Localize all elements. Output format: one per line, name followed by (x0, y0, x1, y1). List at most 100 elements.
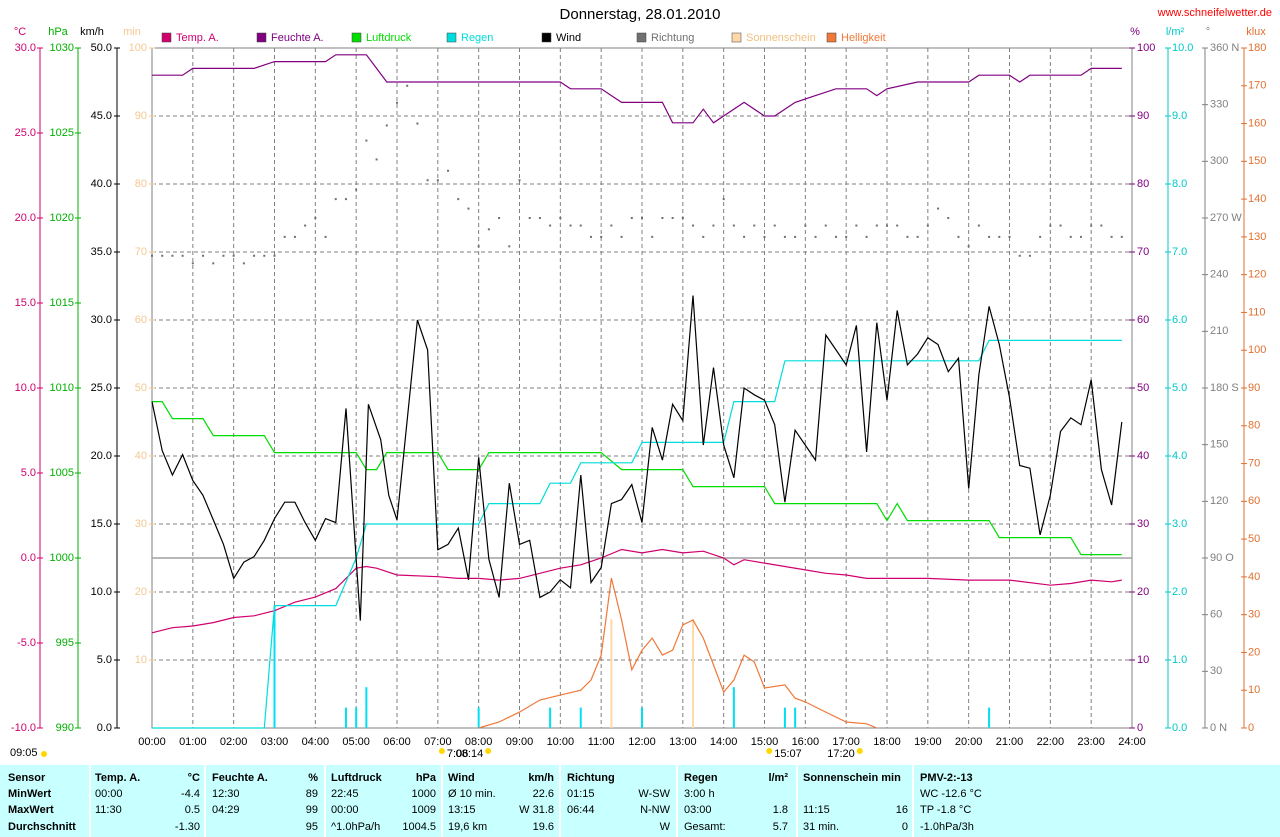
y-tick-label: 90 (1137, 110, 1149, 122)
x-tick-label: 24:00 (1118, 736, 1146, 748)
table-cell: -1.0hPa/3h (920, 821, 974, 833)
y-tick-label: 1010 (50, 382, 74, 394)
y-tick-label: 25.0 (91, 382, 112, 394)
direction-dot (977, 224, 980, 227)
y-tick-label: 4.0 (1172, 450, 1187, 462)
axis-unit: km/h (80, 26, 104, 38)
y-tick-label: 8.0 (1172, 178, 1187, 190)
direction-dot (1090, 224, 1093, 227)
direction-dot (794, 235, 797, 238)
x-tick-label: 12:00 (628, 736, 656, 748)
direction-dot (886, 224, 888, 227)
direction-dot (947, 217, 950, 219)
direction-dot (814, 235, 817, 238)
x-tick-label: 06:00 (383, 736, 411, 748)
direction-dot (436, 179, 439, 182)
x-tick-label: 17:00 (832, 736, 860, 748)
y-tick-label: 1.0 (1172, 654, 1187, 666)
table-header: Temp. A. (95, 772, 140, 784)
table-cell: W-SW (638, 788, 670, 800)
table-header: Sonnenschein min (803, 772, 901, 784)
chart-title: Donnerstag, 28.01.2010 (560, 6, 721, 23)
direction-dot (355, 188, 358, 191)
direction-dot (916, 235, 919, 238)
sun-marker (485, 748, 492, 754)
direction-dot (1028, 254, 1031, 257)
table-cell: TP -1.8 °C (920, 804, 971, 816)
x-tick-label: 14:00 (710, 736, 738, 748)
direction-dot (263, 254, 266, 257)
sun-time: 7:06 (447, 748, 468, 760)
bar (610, 619, 613, 728)
direction-dot (191, 262, 194, 265)
y-tick-label: 100 (1248, 344, 1266, 356)
y-tick-label: 20.0 (91, 450, 112, 462)
direction-dot (681, 217, 684, 219)
y-tick-label: 130 (1248, 231, 1266, 243)
y-tick-label: 10.0 (15, 382, 36, 394)
axis-unit: °C (14, 26, 26, 38)
x-tick-label: 21:00 (996, 736, 1024, 748)
table-cell: 5.7 (773, 821, 788, 833)
y-tick-label: 70 (1248, 457, 1260, 469)
y-tick-label: 20 (135, 586, 147, 598)
direction-dot (651, 235, 654, 238)
table-cell: Ø 10 min. (448, 788, 496, 800)
bar (641, 707, 643, 728)
direction-dot (804, 224, 807, 227)
direction-dot (620, 235, 623, 238)
y-tick-label: 10.0 (91, 586, 112, 598)
sun-icon (41, 751, 47, 757)
direction-dot (1008, 235, 1011, 238)
table-cell: 19,6 km (448, 821, 487, 833)
y-tick-label: 360 N (1210, 42, 1239, 54)
y-tick-label: 995 (56, 637, 74, 649)
y-tick-label: 40.0 (91, 178, 112, 190)
y-tick-label: 60 (1248, 495, 1260, 507)
y-tick-label: 80 (1137, 178, 1149, 190)
x-tick-label: 22:00 (1037, 736, 1065, 748)
direction-dot (396, 101, 398, 104)
direction-dot (365, 139, 368, 142)
x-tick-label: 08:00 (465, 736, 493, 748)
legend-swatch (636, 32, 647, 43)
table-unit: km/h (528, 772, 554, 784)
bar (549, 707, 552, 728)
table-cell: 1009 (412, 804, 436, 816)
legend-swatch (541, 32, 552, 43)
y-tick-label: 100 (1137, 42, 1155, 54)
y-tick-label: 1000 (50, 552, 74, 564)
direction-dot (630, 217, 633, 219)
x-tick-label: 07:00 (424, 736, 452, 748)
bar (692, 619, 695, 728)
bar (988, 707, 991, 728)
direction-dot (457, 198, 460, 201)
direction-dot (324, 235, 327, 238)
table-cell: 31 min. (803, 821, 839, 833)
direction-dot (253, 254, 256, 257)
legend-label: Luftdruck (366, 32, 412, 44)
site-url: www.schneifelwetter.de (1157, 7, 1272, 19)
direction-dot (222, 254, 225, 257)
x-tick-label: 13:00 (669, 736, 697, 748)
table-cell: -1.30 (175, 821, 200, 833)
y-tick-label: 210 (1210, 325, 1228, 337)
direction-dot (242, 262, 245, 265)
y-tick-label: 10 (1137, 654, 1149, 666)
y-tick-label: 60 (1137, 314, 1149, 326)
y-tick-label: 70 (135, 246, 147, 258)
direction-dot (671, 217, 674, 219)
x-tick-label: 10:00 (547, 736, 575, 748)
y-tick-label: 50 (1248, 533, 1260, 545)
y-tick-label: 150 (1210, 439, 1228, 451)
table-cell: 13:15 (448, 804, 476, 816)
table-unit: l/m² (768, 772, 788, 784)
legend-swatch (446, 32, 457, 43)
y-tick-label: 3.0 (1172, 518, 1187, 530)
y-tick-label: 20.0 (15, 212, 36, 224)
table-unit: % (308, 772, 318, 784)
x-tick-label: 05:00 (342, 736, 370, 748)
x-tick-label: 09:00 (506, 736, 534, 748)
direction-dot (569, 224, 572, 227)
y-tick-label: 120 (1248, 269, 1266, 281)
